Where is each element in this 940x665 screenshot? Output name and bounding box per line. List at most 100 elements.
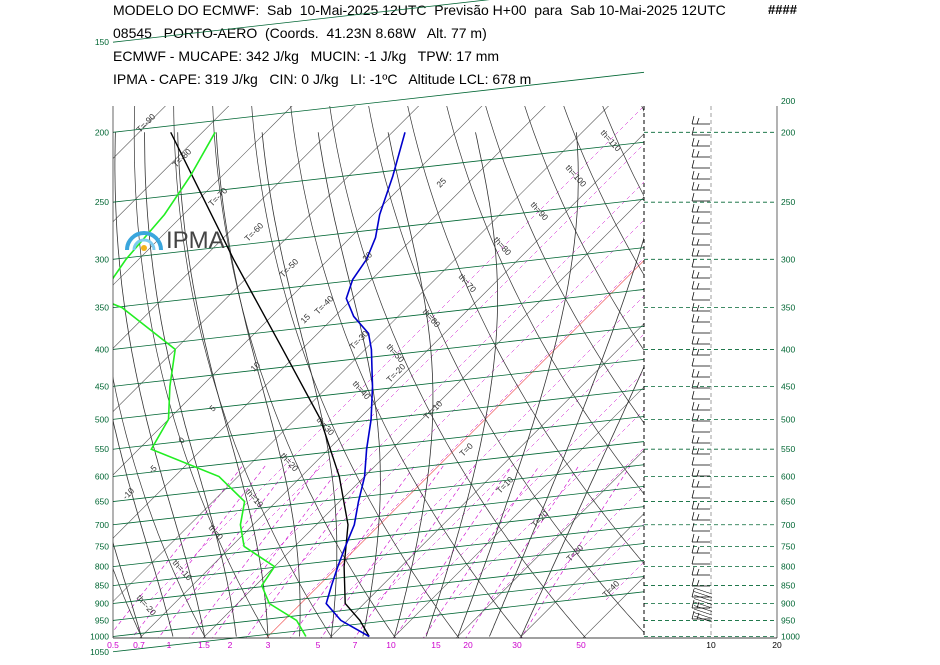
pressure-tick-label: 950 (95, 615, 109, 625)
wind-barb-flag (691, 313, 695, 323)
wind-barb (691, 467, 710, 477)
isotherm-line (113, 106, 356, 349)
wind-barb (691, 412, 710, 422)
mixing-ratio-tick-label: 1.5 (198, 640, 210, 650)
isobar-line (112, 506, 645, 567)
wind-scale-label: 10 (706, 640, 716, 650)
moist-adiabat-label: 10 (248, 359, 262, 373)
mixing-ratio-line (567, 523, 644, 601)
dry-adiabat-line (7, 42, 85, 652)
wind-barb-flag (691, 390, 695, 400)
wind-barb-flag (696, 480, 700, 488)
mixing-ratio-tick-label: 5 (316, 640, 321, 650)
wind-barb-flag (696, 315, 700, 323)
wind-barb-flag (696, 436, 700, 444)
wind-barb-flag (691, 566, 695, 576)
dry-adiabat-line (524, 106, 644, 351)
wind-barb (691, 445, 710, 455)
isotherm-line (0, 0, 166, 652)
wind-level-label: 300 (781, 254, 795, 264)
mixing-ratio-line (113, 465, 243, 633)
moist-adiabat-line (114, 132, 205, 637)
pressure-tick-label: 300 (95, 254, 109, 264)
wind-level-label: 850 (781, 581, 795, 591)
mixing-ratio-tick-label: 3 (266, 640, 271, 650)
mixing-ratio-line (465, 465, 580, 638)
isotherm-label: T=-80 (170, 146, 193, 169)
isotherm-label: T=-70 (206, 185, 229, 208)
isotherm-label: T=-90 (134, 111, 157, 134)
wind-barb-flag (691, 445, 695, 455)
wind-barb-flag (691, 412, 695, 422)
wind-scale-label: 20 (772, 640, 782, 650)
dry-adiabat-line (0, 42, 20, 652)
wind-barb-flag (691, 324, 695, 334)
wind-barb-flag (691, 192, 695, 202)
isotherm-line (139, 133, 644, 638)
dry-adiabat-label: th=100 (564, 163, 589, 189)
moist-adiabat-line (113, 418, 174, 637)
wind-barb-flag (691, 269, 695, 279)
header-line-2: 08545 PORTO-AERO (Coords. 41.23N 8.68W A… (113, 25, 487, 41)
mixing-ratio-line (520, 465, 631, 638)
mixing-ratio-line (131, 465, 266, 638)
wind-barb-flag (691, 181, 695, 191)
moist-adiabat-line (425, 132, 498, 637)
mixing-ratio-line (301, 257, 644, 601)
wind-barb (691, 324, 710, 334)
isobar-line (112, 247, 645, 309)
isobar-line (112, 416, 645, 477)
isobar-line (112, 358, 645, 420)
isotherm-line (0, 0, 230, 652)
wind-barb-flag (691, 214, 695, 224)
wind-level-label: 250 (781, 197, 795, 207)
wind-level-label: 950 (781, 615, 795, 625)
wind-barb-flag (691, 478, 695, 488)
isobar-line (112, 441, 645, 502)
ipma-logo (125, 228, 165, 259)
isobar-line (112, 289, 645, 350)
isobar-line (112, 388, 645, 450)
isotherm-line (113, 106, 166, 159)
isobar-line (112, 71, 645, 133)
pressure-tick-label: 200 (95, 127, 109, 137)
mixing-ratio-line (529, 485, 644, 601)
header-line-4: IPMA - CAPE: 319 J/kg CIN: 0 J/kg LI: -1… (113, 71, 532, 87)
wind-barb-flag (691, 610, 695, 620)
isotherm-line (113, 106, 293, 286)
mixing-ratio-line (339, 295, 644, 601)
wind-barb-staff (693, 591, 713, 598)
wind-barb-flag (696, 513, 700, 521)
isobar-line (112, 576, 645, 637)
wind-barb-flag (696, 282, 700, 290)
wind-barb (691, 478, 710, 488)
wind-barb (691, 401, 710, 411)
wind-barb-flag (691, 258, 695, 268)
wind-level-label: 600 (781, 471, 795, 481)
mixing-ratio-tick-label: 1 (167, 640, 172, 650)
mixing-ratio-tick-label: 20 (463, 640, 473, 650)
dry-adiabat-line (368, 106, 644, 634)
isotherm-line (113, 106, 230, 223)
moist-adiabat-line (317, 132, 381, 637)
mixing-ratio-tick-label: 0.7 (133, 640, 145, 650)
pressure-tick-label: 650 (95, 497, 109, 507)
mixing-ratio-line (149, 106, 644, 601)
wind-barb-flag (696, 579, 700, 587)
mixing-ratio-line (225, 181, 644, 601)
wind-barb (691, 544, 710, 554)
wind-barb (691, 236, 710, 246)
wind-barb-flag (696, 469, 700, 477)
isobar-line (112, 141, 645, 203)
isotherm-line (329, 323, 644, 638)
wind-barb-flag (691, 467, 695, 477)
wind-barb-flag (691, 500, 695, 510)
isotherm-label: T=0 (457, 441, 475, 459)
isotherm-line (202, 196, 644, 638)
parcel-curve (170, 131, 370, 637)
isotherm-label: T=-50 (277, 256, 300, 279)
wind-barb-flag (691, 533, 695, 543)
pressure-tick-label: 600 (95, 471, 109, 481)
dry-adiabat-line (212, 106, 396, 638)
moist-adiabat-label: -5 (146, 463, 159, 476)
